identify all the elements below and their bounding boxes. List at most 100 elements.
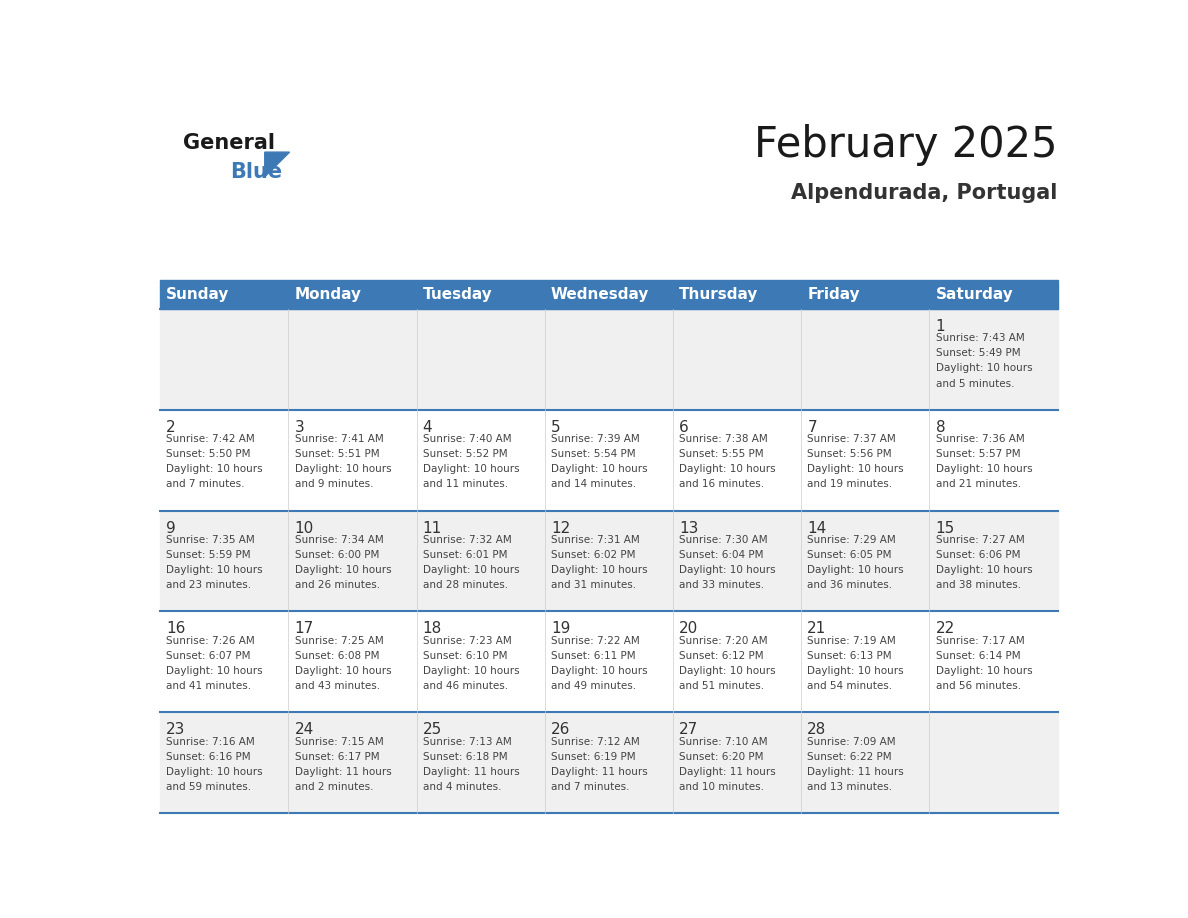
Text: Daylight: 10 hours: Daylight: 10 hours [551,565,647,576]
Text: 10: 10 [295,521,314,535]
Bar [160,611,1057,712]
Text: Daylight: 10 hours: Daylight: 10 hours [166,465,263,475]
Text: Sunset: 6:13 PM: Sunset: 6:13 PM [808,651,892,661]
Text: Daylight: 10 hours: Daylight: 10 hours [808,666,904,676]
Text: and 41 minutes.: and 41 minutes. [166,681,252,691]
Text: Sunset: 6:12 PM: Sunset: 6:12 PM [680,651,764,661]
Text: 2: 2 [166,420,176,435]
Text: Daylight: 10 hours: Daylight: 10 hours [680,565,776,576]
Text: Wednesday: Wednesday [551,286,650,302]
Text: Alpendurada, Portugal: Alpendurada, Portugal [791,184,1057,203]
Text: Sunset: 6:14 PM: Sunset: 6:14 PM [936,651,1020,661]
Text: and 26 minutes.: and 26 minutes. [295,580,380,590]
Text: Sunset: 6:08 PM: Sunset: 6:08 PM [295,651,379,661]
Text: Daylight: 11 hours: Daylight: 11 hours [423,767,519,777]
Text: and 9 minutes.: and 9 minutes. [295,479,373,489]
Text: Sunset: 6:04 PM: Sunset: 6:04 PM [680,550,764,560]
Text: 3: 3 [295,420,304,435]
Text: Sunrise: 7:09 AM: Sunrise: 7:09 AM [808,737,896,747]
Text: Sunday: Sunday [166,286,229,302]
Text: Daylight: 10 hours: Daylight: 10 hours [166,767,263,777]
Text: Sunrise: 7:31 AM: Sunrise: 7:31 AM [551,535,639,545]
Text: 6: 6 [680,420,689,435]
Text: and 49 minutes.: and 49 minutes. [551,681,636,691]
Text: General: General [183,132,276,152]
Text: Sunset: 6:11 PM: Sunset: 6:11 PM [551,651,636,661]
Text: Saturday: Saturday [936,286,1013,302]
Text: and 31 minutes.: and 31 minutes. [551,580,636,590]
Text: Sunrise: 7:42 AM: Sunrise: 7:42 AM [166,434,255,444]
Text: 11: 11 [423,521,442,535]
Text: 21: 21 [808,621,827,636]
Text: Sunset: 6:20 PM: Sunset: 6:20 PM [680,752,764,762]
Text: Daylight: 10 hours: Daylight: 10 hours [295,565,391,576]
Text: Sunrise: 7:19 AM: Sunrise: 7:19 AM [808,636,896,646]
Text: Daylight: 10 hours: Daylight: 10 hours [423,666,519,676]
Text: and 11 minutes.: and 11 minutes. [423,479,507,489]
Text: Thursday: Thursday [680,286,758,302]
Text: Daylight: 10 hours: Daylight: 10 hours [551,666,647,676]
Text: Sunset: 6:05 PM: Sunset: 6:05 PM [808,550,892,560]
Text: Friday: Friday [808,286,860,302]
Text: and 10 minutes.: and 10 minutes. [680,782,764,792]
Text: and 59 minutes.: and 59 minutes. [166,782,252,792]
Text: Daylight: 10 hours: Daylight: 10 hours [936,565,1032,576]
Text: Monday: Monday [295,286,361,302]
Text: 16: 16 [166,621,185,636]
Text: Sunrise: 7:43 AM: Sunrise: 7:43 AM [936,333,1024,343]
Text: and 4 minutes.: and 4 minutes. [423,782,501,792]
Text: Sunset: 6:22 PM: Sunset: 6:22 PM [808,752,892,762]
Text: Daylight: 10 hours: Daylight: 10 hours [423,465,519,475]
Text: Daylight: 10 hours: Daylight: 10 hours [680,465,776,475]
Text: 25: 25 [423,722,442,737]
Text: Sunset: 6:10 PM: Sunset: 6:10 PM [423,651,507,661]
Text: Sunrise: 7:16 AM: Sunrise: 7:16 AM [166,737,255,747]
Text: 18: 18 [423,621,442,636]
Text: Daylight: 10 hours: Daylight: 10 hours [295,666,391,676]
Text: 7: 7 [808,420,817,435]
Text: 4: 4 [423,420,432,435]
Text: Sunrise: 7:38 AM: Sunrise: 7:38 AM [680,434,767,444]
Text: February 2025: February 2025 [754,124,1057,166]
Text: Sunset: 5:56 PM: Sunset: 5:56 PM [808,449,892,459]
Text: and 28 minutes.: and 28 minutes. [423,580,507,590]
Text: Sunrise: 7:10 AM: Sunrise: 7:10 AM [680,737,767,747]
Text: and 2 minutes.: and 2 minutes. [295,782,373,792]
Text: and 56 minutes.: and 56 minutes. [936,681,1020,691]
Text: and 46 minutes.: and 46 minutes. [423,681,507,691]
Text: 20: 20 [680,621,699,636]
Text: Sunset: 5:50 PM: Sunset: 5:50 PM [166,449,251,459]
Text: 23: 23 [166,722,185,737]
Text: and 23 minutes.: and 23 minutes. [166,580,252,590]
Text: Daylight: 10 hours: Daylight: 10 hours [166,666,263,676]
Text: Daylight: 10 hours: Daylight: 10 hours [551,465,647,475]
Text: 13: 13 [680,521,699,535]
Text: Daylight: 10 hours: Daylight: 10 hours [808,565,904,576]
Text: Sunrise: 7:39 AM: Sunrise: 7:39 AM [551,434,639,444]
Text: Sunrise: 7:36 AM: Sunrise: 7:36 AM [936,434,1024,444]
Text: Sunrise: 7:23 AM: Sunrise: 7:23 AM [423,636,512,646]
Text: Sunrise: 7:41 AM: Sunrise: 7:41 AM [295,434,384,444]
Text: and 7 minutes.: and 7 minutes. [166,479,245,489]
Text: 14: 14 [808,521,827,535]
Text: Daylight: 10 hours: Daylight: 10 hours [936,666,1032,676]
Text: 22: 22 [936,621,955,636]
Text: Sunset: 6:00 PM: Sunset: 6:00 PM [295,550,379,560]
Text: Sunset: 5:54 PM: Sunset: 5:54 PM [551,449,636,459]
Text: 17: 17 [295,621,314,636]
Text: Daylight: 10 hours: Daylight: 10 hours [936,465,1032,475]
Text: Tuesday: Tuesday [423,286,493,302]
Text: and 51 minutes.: and 51 minutes. [680,681,764,691]
Text: Blue: Blue [229,162,282,182]
Text: Sunrise: 7:26 AM: Sunrise: 7:26 AM [166,636,255,646]
Text: and 5 minutes.: and 5 minutes. [936,378,1015,388]
Bar [160,409,1057,510]
Text: Daylight: 11 hours: Daylight: 11 hours [808,767,904,777]
Text: Daylight: 11 hours: Daylight: 11 hours [295,767,391,777]
Text: Daylight: 11 hours: Daylight: 11 hours [551,767,647,777]
Text: Sunrise: 7:32 AM: Sunrise: 7:32 AM [423,535,512,545]
Text: and 38 minutes.: and 38 minutes. [936,580,1020,590]
Text: Daylight: 10 hours: Daylight: 10 hours [936,364,1032,374]
Text: Sunrise: 7:12 AM: Sunrise: 7:12 AM [551,737,639,747]
Text: Sunrise: 7:13 AM: Sunrise: 7:13 AM [423,737,512,747]
